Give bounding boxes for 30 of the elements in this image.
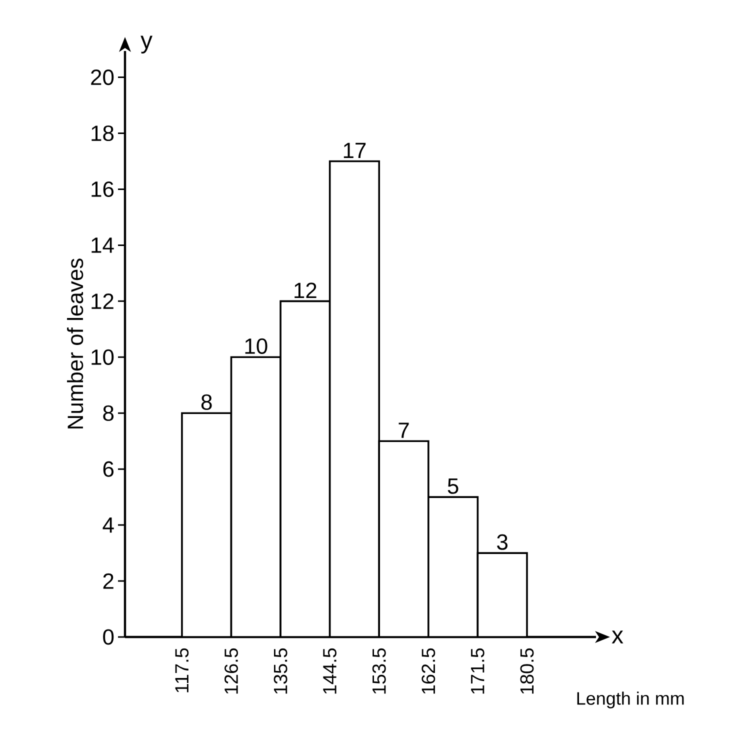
x-tick-label: 126.5 <box>224 648 238 694</box>
x-tick-label: 144.5 <box>323 648 336 694</box>
y-axis-title: Number of leaves <box>67 258 84 428</box>
text: x <box>612 630 624 644</box>
x-tick-label: 171.5 <box>471 648 484 694</box>
x-tick-label: 135.5 <box>274 648 288 694</box>
y-tick-label: 6 <box>103 461 114 477</box>
y-tick-label: 8 <box>103 405 114 421</box>
x-tick-label: 180.5 <box>520 648 534 694</box>
y-tick-label: 20 <box>91 70 114 86</box>
x-axis-title: Length in mm <box>577 692 684 708</box>
y-tick-label: 16 <box>92 181 114 198</box>
data-label: 12 <box>294 282 316 298</box>
data-label: 17 <box>344 142 366 158</box>
data-label: 3 <box>497 534 508 550</box>
x-tick-label: 162.5 <box>422 648 436 694</box>
data-label: 8 <box>201 394 212 410</box>
x-tick-label: 153.5 <box>372 648 386 694</box>
y-tick-label: 12 <box>92 294 114 309</box>
data-label: 7 <box>398 422 409 438</box>
y-tick-label: 18 <box>92 125 114 142</box>
y-tick-label: 4 <box>102 517 114 533</box>
annotation: y <box>140 36 152 54</box>
x-tick-label: 117.5 <box>175 648 189 692</box>
y-tick-label: 0 <box>103 629 114 645</box>
data-label: 10 <box>245 338 268 354</box>
data-label: 5 <box>448 478 458 494</box>
y-tick-label: 14 <box>92 238 114 253</box>
y-tick-label: 10 <box>92 349 114 365</box>
y-tick-label: 2 <box>103 573 114 589</box>
